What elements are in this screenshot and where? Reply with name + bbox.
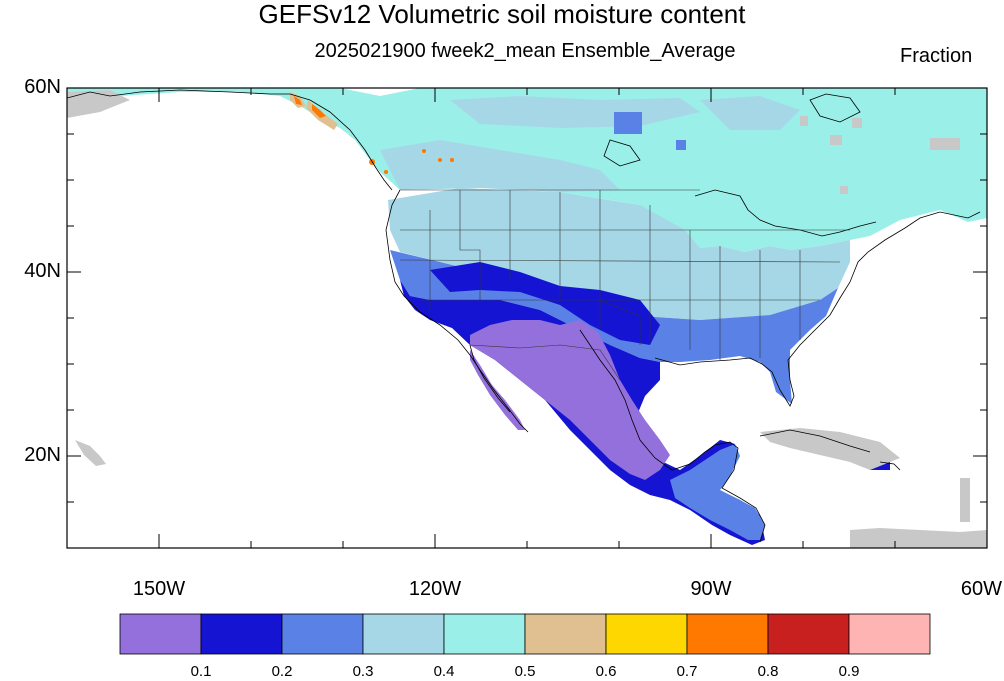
colorbar-swatch [524, 613, 607, 655]
mexico-arid-region [470, 320, 670, 480]
wet-spot [438, 158, 442, 162]
wet-spot [450, 158, 454, 162]
colorbar-label: 0.8 [757, 663, 779, 680]
colorbar-swatch [281, 613, 364, 655]
colorbar-label: 0.5 [514, 663, 536, 680]
canada-patch [676, 140, 686, 150]
chart-subtitle: 2025021900 fweek2_mean Ensemble_Average [314, 40, 736, 62]
colorbar-swatch [362, 613, 445, 655]
coastlines [67, 89, 981, 543]
colorbar-swatch [200, 613, 283, 655]
wet-spot [384, 170, 388, 174]
wet-spot [422, 149, 426, 153]
missing-data [75, 440, 106, 466]
plains-dry-band [430, 262, 660, 345]
central-america-patch [670, 444, 765, 540]
missing-data [800, 116, 808, 126]
lon-label: 150W [132, 578, 186, 600]
political-borders [399, 189, 850, 381]
lon-label: 90W [690, 578, 732, 600]
missing-data [840, 186, 848, 194]
missing-data [850, 528, 987, 548]
colorbar-swatch [686, 613, 769, 655]
canada-patch [380, 140, 620, 192]
wet-spot [312, 104, 326, 118]
units-label: Fraction [900, 45, 973, 67]
lat-label: 60N [24, 76, 61, 98]
lon-label: 60W [960, 578, 1002, 600]
colorbar [119, 613, 931, 655]
wet-spot [294, 96, 302, 105]
colorbar-label: 0.6 [595, 663, 617, 680]
canada-patch [614, 112, 642, 134]
chart-title: GEFSv12 Volumetric soil moisture content [258, 0, 746, 29]
missing-data [960, 478, 970, 522]
missing-data [67, 90, 130, 118]
map-area [67, 88, 987, 548]
missing-data [830, 135, 842, 145]
colorbar-swatch [119, 613, 202, 655]
us-northern-band [388, 188, 850, 320]
colorbar-swatch [848, 613, 931, 655]
missing-data [852, 118, 862, 128]
colorbar-label: 0.1 [190, 663, 212, 680]
colorbar-swatch [605, 613, 688, 655]
colorbar-swatch [767, 613, 850, 655]
missing-data [760, 428, 900, 470]
canada-patch [700, 96, 800, 130]
axis-ticks [66, 87, 988, 549]
lat-label: 40N [24, 260, 61, 282]
colorbar-label: 0.4 [433, 663, 455, 680]
colorbar-swatch [443, 613, 526, 655]
colorbar-label: 0.9 [838, 663, 860, 680]
colorbar-label: 0.7 [676, 663, 698, 680]
baja-arid-region [470, 350, 525, 430]
colorbar-label: 0.2 [271, 663, 293, 680]
lon-label: 120W [408, 578, 462, 600]
missing-data [930, 138, 960, 150]
lat-label: 20N [24, 444, 61, 466]
colorbar-label: 0.3 [352, 663, 374, 680]
